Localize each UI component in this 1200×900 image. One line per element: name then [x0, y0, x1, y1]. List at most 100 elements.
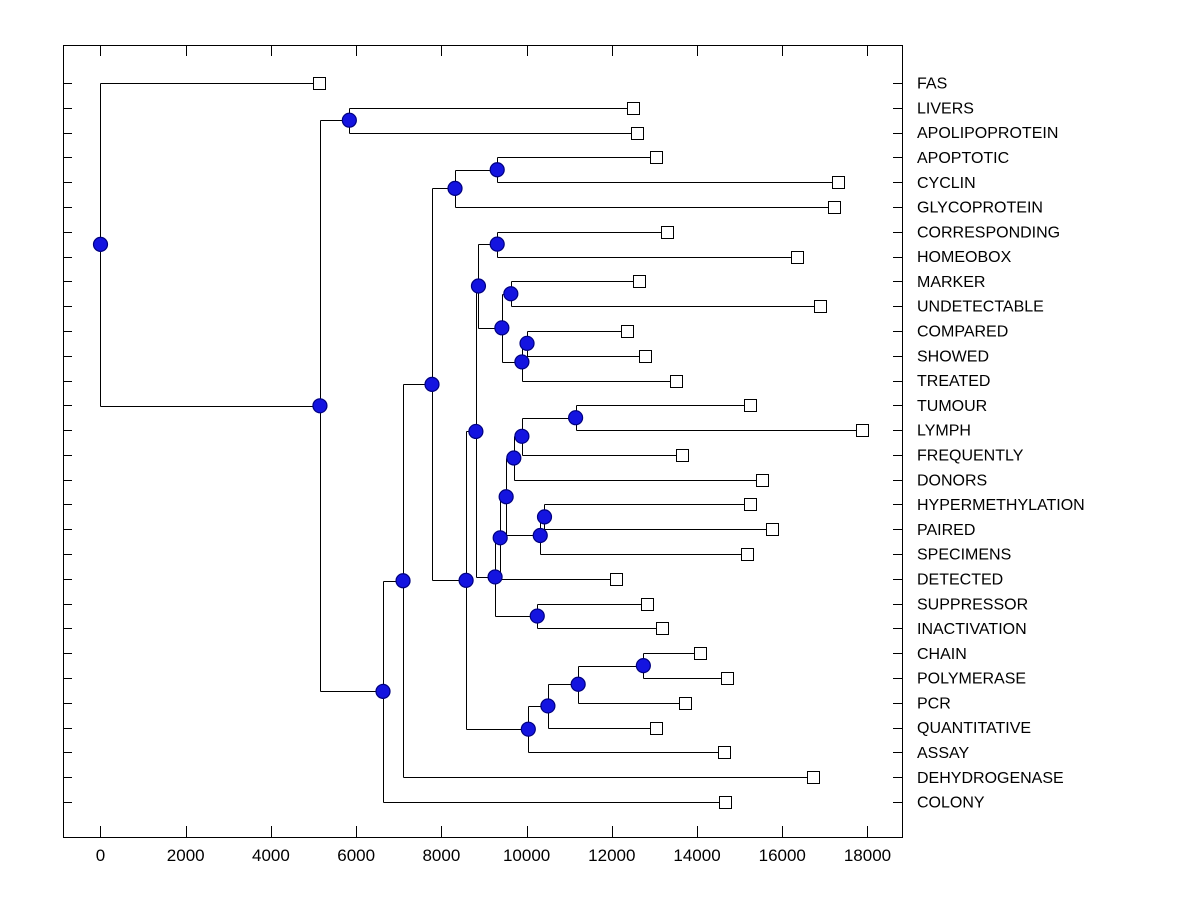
leaf-marker-inactivation	[656, 622, 669, 635]
leaf-marker-specimens	[741, 548, 754, 561]
internal-node-marker-K	[519, 335, 535, 351]
leaf-marker-quantitative	[650, 722, 663, 735]
leaf-marker-treated	[670, 375, 683, 388]
internal-node-marker-X	[529, 608, 545, 624]
x-tick-label: 18000	[844, 846, 891, 865]
leaf-marker-chain	[694, 647, 707, 660]
internal-node-marker-F	[312, 398, 328, 414]
leaf-label-paired: PAIRED	[917, 522, 975, 539]
internal-node-marker-U	[487, 569, 503, 585]
internal-node-marker-R	[536, 509, 553, 525]
leaf-label-polymerase: POLYMERASE	[917, 671, 1026, 688]
internal-node-marker-O2	[506, 450, 522, 466]
leaf-label-apoptotic: APOPTOTIC	[917, 150, 1009, 167]
leaf-label-colony: COLONY	[917, 795, 985, 812]
leaf-marker-homeobox	[791, 251, 804, 264]
leaf-label-treated: TREATED	[917, 373, 990, 390]
internal-node-marker-Y	[375, 683, 391, 699]
leaf-label-glycoprotein: GLYCOPROTEIN	[917, 200, 1043, 217]
leaf-label-cyclin: CYCLIN	[917, 175, 976, 192]
leaf-marker-marker	[633, 275, 646, 288]
leaf-marker-fas	[313, 77, 326, 90]
leaf-label-lymph: LYMPH	[917, 423, 971, 440]
internal-node-marker-L	[514, 354, 530, 370]
leaf-label-assay: ASSAY	[917, 745, 970, 762]
leaf-marker-livers	[627, 102, 640, 115]
x-tick-label: 14000	[673, 846, 720, 865]
leaf-marker-tumour	[744, 399, 757, 412]
internal-node-marker-J	[494, 320, 510, 336]
leaf-marker-cyclin	[832, 176, 845, 189]
leaf-label-specimens: SPECIMENS	[917, 547, 1011, 564]
internal-node-marker-C	[489, 162, 505, 178]
internal-node-marker-E	[489, 236, 505, 252]
internal-node-marker-H	[470, 278, 487, 294]
leaf-label-frequently: FREQUENTLY	[917, 447, 1024, 464]
leaf-marker-pcr	[679, 697, 692, 710]
internal-node-marker-B	[341, 112, 357, 128]
leaf-label-livers: LIVERS	[917, 100, 974, 117]
leaf-label-marker: MARKER	[917, 274, 985, 291]
leaf-marker-paired	[766, 523, 779, 536]
leaf-label-showed: SHOWED	[917, 348, 989, 365]
internal-node-marker-Z2	[570, 676, 586, 692]
leaf-marker-detected	[610, 573, 623, 586]
leaf-marker-apoptotic	[650, 151, 663, 164]
leaf-label-homeobox: HOMEOBOX	[917, 249, 1012, 266]
leaf-marker-undetectable	[814, 300, 827, 313]
internal-node-marker-W	[395, 573, 411, 589]
leaf-marker-lymph	[856, 424, 869, 437]
internal-node-marker-Q	[498, 489, 514, 505]
leaf-marker-assay	[718, 746, 731, 759]
leaf-marker-colony	[719, 796, 732, 809]
x-tick-label: 12000	[588, 846, 635, 865]
internal-node-marker-M	[568, 410, 584, 426]
internal-node-marker-Z3	[540, 698, 556, 714]
leaf-marker-donors	[756, 474, 769, 487]
internal-node-marker-root	[92, 236, 109, 252]
leaf-marker-apolipoprotein	[631, 127, 644, 140]
internal-node-marker-V	[458, 572, 474, 588]
internal-node-marker-N	[514, 428, 530, 444]
leaf-marker-glycoprotein	[828, 201, 841, 214]
leaf-label-pcr: PCR	[917, 695, 951, 712]
leaf-marker-dehydrogenase	[807, 771, 820, 784]
leaf-label-fas: FAS	[917, 76, 947, 93]
internal-node-marker-D	[447, 180, 463, 196]
leaf-label-donors: DONORS	[917, 472, 987, 489]
leaf-label-suppressor: SUPPRESSOR	[917, 596, 1028, 613]
internal-node-marker-Z1	[635, 658, 651, 674]
x-tick-label: 10000	[503, 846, 550, 865]
leaf-marker-frequently	[676, 449, 689, 462]
leaf-label-corresponding: CORRESPONDING	[917, 224, 1060, 241]
leaf-marker-corresponding	[661, 226, 674, 239]
leaf-label-tumour: TUMOUR	[917, 398, 987, 415]
x-tick-label: 16000	[759, 846, 806, 865]
x-tick-label: 2000	[167, 846, 205, 865]
leaf-marker-showed	[639, 350, 652, 363]
leaf-marker-compared	[621, 325, 634, 338]
internal-node-marker-T	[492, 530, 508, 546]
leaf-label-compared: COMPARED	[917, 324, 1008, 341]
leaf-label-apolipoprotein: APOLIPOPROTEIN	[917, 125, 1058, 142]
leaf-label-quantitative: QUANTITATIVE	[917, 720, 1031, 737]
internal-node-marker-S	[532, 527, 548, 544]
leaf-label-undetectable: UNDETECTABLE	[917, 299, 1044, 316]
internal-node-marker-I	[503, 286, 519, 302]
leaf-label-chain: CHAIN	[917, 646, 967, 663]
x-tick-label: 4000	[252, 846, 290, 865]
leaf-marker-hypermethylation	[744, 498, 757, 511]
leaf-label-hypermethylation: HYPERMETHYLATION	[917, 497, 1085, 514]
internal-node-marker-G	[424, 376, 440, 392]
x-tick-label: 0	[96, 846, 105, 865]
internal-node-marker-P2	[468, 423, 484, 440]
leaf-label-dehydrogenase: DEHYDROGENASE	[917, 770, 1064, 787]
leaf-label-detected: DETECTED	[917, 571, 1003, 588]
x-tick-label: 8000	[422, 846, 460, 865]
leaf-marker-suppressor	[641, 598, 654, 611]
plot-border	[63, 45, 903, 838]
leaf-marker-polymerase	[721, 672, 734, 685]
x-tick-label: 6000	[337, 846, 375, 865]
